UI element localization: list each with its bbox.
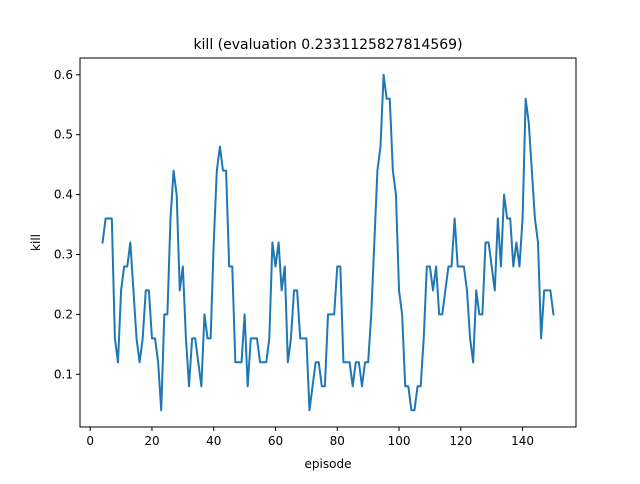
plot-frame [79, 57, 577, 428]
x-tick-label: 140 [511, 434, 534, 448]
x-axis-label: episode [305, 457, 352, 471]
x-tick-label: 0 [86, 434, 94, 448]
series-line-kill [101, 73, 555, 412]
x-tick-label: 40 [206, 434, 221, 448]
y-tick-label: 0.4 [54, 188, 73, 202]
x-tick-label: 120 [449, 434, 472, 448]
y-tick-label: 0.1 [54, 367, 73, 381]
x-tick-label: 20 [144, 434, 159, 448]
x-tick-label: 80 [330, 434, 345, 448]
y-tick-label: 0.6 [54, 68, 73, 82]
y-tick-label: 0.3 [54, 247, 73, 261]
chart-title: kill (evaluation 0.2331125827814569) [193, 37, 462, 53]
x-tick-label: 100 [388, 434, 411, 448]
x-tick-label: 60 [268, 434, 283, 448]
y-axis-label: kill [29, 234, 43, 251]
x-axis-ticks: 0 20 40 60 80 100 120 140 [86, 427, 534, 448]
y-tick-label: 0.2 [54, 307, 73, 321]
y-axis-ticks: 0.1 0.2 0.3 0.4 0.5 0.6 [54, 68, 80, 381]
y-tick-label: 0.5 [54, 128, 73, 142]
